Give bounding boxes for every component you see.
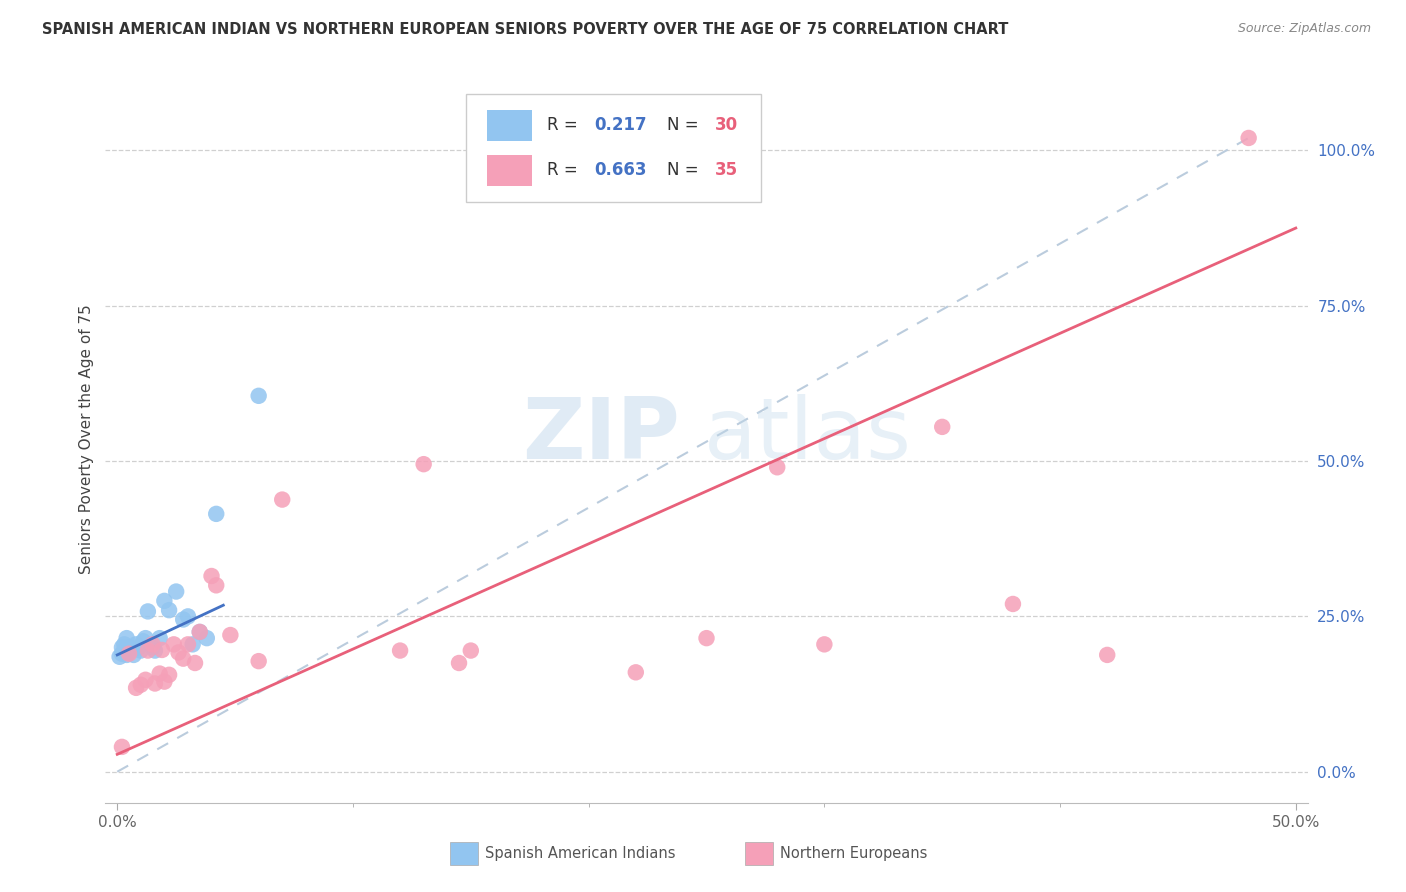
Point [125,681,148,695]
Point [118,640,141,655]
Point [108,649,131,664]
Point [172,613,194,627]
Point [142,640,165,655]
Point [157,603,180,617]
Point [127,640,149,655]
Point [149,631,172,645]
Point [181,637,204,651]
Text: 35: 35 [714,161,738,179]
Text: Northern Europeans: Northern Europeans [780,847,928,861]
Point [111,640,134,655]
Point [122,648,145,662]
Point [135,631,157,645]
Point [205,578,228,592]
Point [143,676,166,690]
Point [412,457,434,471]
Point [112,637,135,651]
Point [1001,597,1024,611]
Point [1097,648,1119,662]
Text: Spanish American Indians: Spanish American Indians [485,847,675,861]
Point [142,637,165,651]
Point [624,665,647,680]
Point [247,654,270,668]
Text: atlas: atlas [704,394,912,477]
Point [271,492,294,507]
FancyBboxPatch shape [486,110,533,141]
Point [460,643,482,657]
Point [132,634,155,648]
Point [813,637,835,651]
Point [184,656,207,670]
Point [219,628,242,642]
Text: N =: N = [666,116,704,135]
Point [118,645,141,659]
Point [135,673,157,687]
Text: R =: R = [547,161,582,179]
Point [149,666,172,681]
Text: N =: N = [666,161,704,179]
Text: Source: ZipAtlas.com: Source: ZipAtlas.com [1237,22,1371,36]
Point [1237,131,1260,145]
Text: 0.663: 0.663 [595,161,647,179]
Point [389,643,412,657]
Text: R =: R = [547,116,582,135]
Point [696,631,718,645]
Point [447,656,470,670]
FancyBboxPatch shape [486,155,533,186]
FancyBboxPatch shape [465,94,761,202]
Point [153,674,176,689]
Point [143,643,166,657]
Text: 0.217: 0.217 [595,116,647,135]
Point [177,609,200,624]
Point [195,631,218,645]
Bar [450,842,478,865]
Point [136,604,159,618]
Point [153,594,176,608]
Point [115,631,138,645]
Point [188,624,211,639]
Point [120,643,142,657]
Point [112,643,135,657]
Point [165,584,187,599]
Text: SPANISH AMERICAN INDIAN VS NORTHERN EUROPEAN SENIORS POVERTY OVER THE AGE OF 75 : SPANISH AMERICAN INDIAN VS NORTHERN EURO… [42,22,1008,37]
Point [163,637,186,651]
Point [111,647,134,661]
Point [247,389,270,403]
Point [766,460,789,475]
Point [115,648,138,662]
Point [129,643,152,657]
Point [167,645,190,659]
Point [931,420,953,434]
Point [177,637,200,651]
Text: ZIP: ZIP [522,394,681,477]
Point [136,643,159,657]
Point [125,637,148,651]
Point [157,668,180,682]
Point [172,651,194,665]
Point [129,678,152,692]
Point [205,507,228,521]
Text: 30: 30 [714,116,738,135]
Point [188,624,211,639]
Y-axis label: Seniors Poverty Over the Age of 75: Seniors Poverty Over the Age of 75 [79,304,94,574]
Point [118,647,141,661]
Bar [745,842,773,865]
Point [200,569,222,583]
Point [150,643,173,657]
Point [111,739,134,754]
